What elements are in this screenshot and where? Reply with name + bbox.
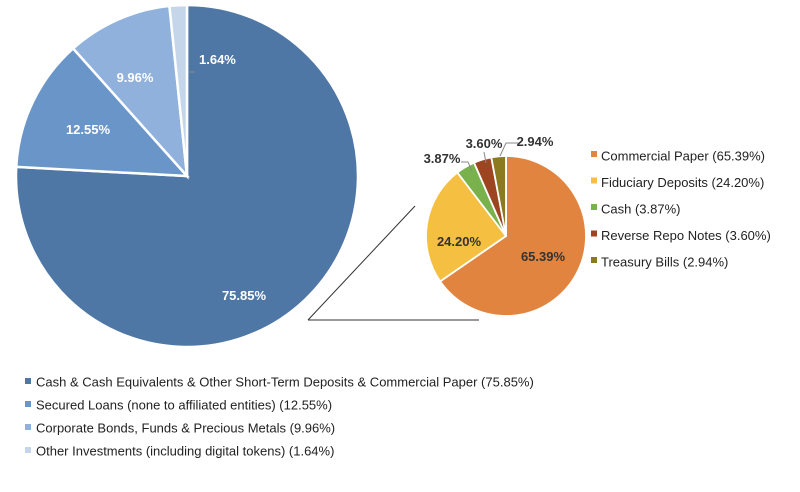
sub-slice-label-4: 3.60% xyxy=(466,136,503,151)
main-legend-label-2: Secured Loans (none to affiliated entiti… xyxy=(36,397,332,412)
main-slice-label-2: 12.55% xyxy=(66,122,111,137)
sub-leader-3 xyxy=(499,142,518,157)
sub-legend-swatch-1 xyxy=(591,151,597,157)
main-legend-label-3: Corporate Bonds, Funds & Precious Metals… xyxy=(36,420,335,435)
sub-slice-label-3: 3.87% xyxy=(424,151,461,166)
main-slice-1 xyxy=(14,3,360,349)
sub-legend-swatch-2 xyxy=(591,177,597,184)
sub-slice-label-2: 24.20% xyxy=(437,234,482,249)
main-legend-swatch-2 xyxy=(25,401,31,407)
main-legend-swatch-1 xyxy=(25,378,31,384)
main-legend-swatch-4 xyxy=(25,447,31,453)
main-pie xyxy=(14,3,360,349)
breakdown-pie xyxy=(425,155,587,317)
sub-slice-1 xyxy=(438,155,587,317)
main-slice-label-3: 9.96% xyxy=(117,70,154,85)
sub-legend-label-5: Treasury Bills (2.94%) xyxy=(601,254,728,269)
sub-legend-label-2: Fiduciary Deposits (24.20%) xyxy=(601,175,764,190)
main-slice-2 xyxy=(14,46,190,178)
main-pie-labels: 75.85% 12.55% 9.96% 1.64% xyxy=(66,52,267,303)
sub-legend-label-4: Reverse Repo Notes (3.60%) xyxy=(601,228,771,243)
sub-leader-2 xyxy=(483,151,487,164)
main-legend-swatch-3 xyxy=(25,424,31,430)
sub-legend-swatch-3 xyxy=(591,204,597,210)
sub-slice-label-1: 65.39% xyxy=(521,249,566,264)
main-legend: Cash & Cash Equivalents & Other Short-Te… xyxy=(25,374,534,458)
sub-legend-label-1: Commercial Paper (65.39%) xyxy=(601,148,765,163)
sub-legend-label-3: Cash (3.87%) xyxy=(601,201,680,216)
main-legend-label-1: Cash & Cash Equivalents & Other Short-Te… xyxy=(36,374,534,389)
sub-legend-swatch-4 xyxy=(591,230,597,237)
connector-lines xyxy=(307,205,479,321)
main-slice-3 xyxy=(71,4,189,180)
breakdown-pie-labels: 65.39% 24.20% 3.87% 3.60% 2.94% xyxy=(424,134,566,264)
main-slice-label-1: 75.85% xyxy=(222,288,267,303)
main-slice-4 xyxy=(168,3,189,177)
breakdown-legend: Commercial Paper (65.39%) Fiduciary Depos… xyxy=(591,148,771,269)
sub-slice-2 xyxy=(425,171,508,283)
sub-leader-1 xyxy=(461,161,473,172)
main-slice-label-4: 1.64% xyxy=(199,52,236,67)
connector-line-top xyxy=(307,205,416,321)
sub-slice-label-5: 2.94% xyxy=(517,134,554,149)
sub-slice-5 xyxy=(490,155,507,237)
main-legend-label-4: Other Investments (including digital tok… xyxy=(36,443,334,458)
sub-legend-swatch-5 xyxy=(591,257,597,263)
